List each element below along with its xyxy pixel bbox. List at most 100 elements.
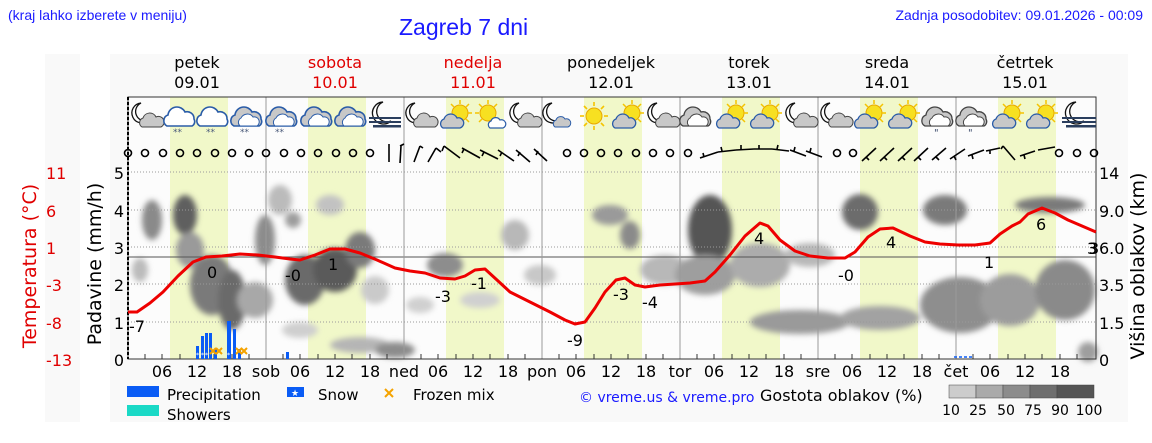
day-headers: petek 09.01 sobota 10.01 nedelja 11.01 pone…	[0, 53, 1152, 93]
svg-text:*: *	[196, 352, 199, 359]
svg-text:18: 18	[774, 362, 794, 381]
moon-cloud-icon	[509, 102, 543, 128]
svg-text:18: 18	[360, 362, 380, 381]
svg-text:4: 4	[114, 202, 124, 221]
temperature-axis-label: Temperatura (°C)	[19, 184, 41, 349]
cloud-height-axis-label: Višina oblakov (km)	[1127, 173, 1149, 360]
legend-showers: Showers	[167, 406, 231, 424]
legend-frozen-mix: Frozen mix	[413, 386, 495, 404]
copyright: © vreme.us & vreme.pro	[579, 390, 754, 406]
svg-text:18: 18	[498, 362, 518, 381]
svg-text:4: 4	[886, 233, 896, 252]
legend-snow: Snow	[318, 386, 358, 404]
legend-precipitation: Precipitation	[167, 386, 261, 404]
svg-text:6: 6	[1036, 215, 1046, 234]
svg-text:**: **	[275, 128, 285, 138]
day-header: nedelja 11.01	[443, 53, 503, 92]
svg-text:18: 18	[1050, 362, 1070, 381]
sun-cloud-icon	[991, 100, 1024, 129]
svg-text:06: 06	[566, 362, 586, 381]
showers-swatch	[127, 405, 159, 416]
svg-text:-4: -4	[642, 293, 658, 312]
sun-cloud-icon	[887, 100, 920, 129]
svg-text:sob: sob	[252, 362, 280, 381]
moon-cloud-icon	[785, 102, 819, 128]
day-dividers	[265, 97, 957, 359]
svg-text:-3: -3	[613, 285, 629, 304]
day-header: torek 13.01	[726, 53, 772, 92]
frozen-mix-markers	[209, 347, 248, 355]
cloud-density-label: Gostota oblakov (%)	[760, 386, 923, 405]
svg-text:14: 14	[1099, 164, 1119, 183]
sun-cloud-icon	[715, 100, 748, 129]
svg-text:1: 1	[46, 239, 56, 258]
day-header: sreda 14.01	[864, 53, 910, 92]
cloud-snow-icon: **	[163, 106, 196, 138]
svg-text:12: 12	[601, 362, 621, 381]
wind-barb-icon	[388, 143, 1056, 164]
svg-text:9.0: 9.0	[1099, 202, 1124, 221]
cloud-drizzle-icon: "	[921, 106, 954, 139]
svg-text:12: 12	[739, 362, 759, 381]
svg-text:06: 06	[980, 362, 1000, 381]
svg-text:18: 18	[636, 362, 656, 381]
svg-text:75: 75	[1024, 403, 1042, 419]
sun-cloud-icon	[611, 100, 644, 129]
svg-text:-7: -7	[129, 317, 145, 336]
svg-text:06: 06	[290, 362, 310, 381]
svg-text:★: ★	[291, 389, 299, 399]
frozen-mix-icon	[384, 388, 394, 398]
svg-text:6.0: 6.0	[1099, 239, 1124, 258]
svg-text:1: 1	[114, 314, 124, 333]
svg-text:11: 11	[46, 164, 66, 183]
svg-text:-0: -0	[838, 266, 854, 285]
moon-fog-icon	[369, 101, 401, 128]
svg-text:100: 100	[1076, 403, 1103, 419]
moon-cloud-icon	[405, 102, 439, 128]
svg-text:-8: -8	[46, 314, 62, 333]
svg-text:12: 12	[463, 362, 483, 381]
svg-text:0: 0	[207, 263, 217, 282]
wind-barbs	[123, 143, 1099, 164]
svg-text:0: 0	[1099, 351, 1109, 370]
svg-text:12: 12	[325, 362, 345, 381]
sun-cloud-icon	[1025, 100, 1058, 129]
svg-text:3.5: 3.5	[1099, 276, 1124, 295]
cloud-icon	[334, 106, 367, 127]
svg-text:": "	[968, 128, 973, 139]
svg-text:-13: -13	[46, 351, 72, 370]
day-header: ponedeljek 12.01	[567, 53, 655, 92]
snow-markers: * * * *	[196, 352, 230, 359]
daylight-bands	[170, 97, 1056, 359]
precipitation-axis-label: Padavine (mm/h)	[84, 183, 106, 346]
svg-text:1: 1	[328, 255, 338, 274]
svg-text:4: 4	[754, 229, 764, 248]
location-hint: (kraj lahko izberete v meniju)	[8, 7, 187, 23]
svg-text:3: 3	[1087, 239, 1097, 258]
day-header: petek 09.01	[174, 53, 220, 92]
snow-swatch	[287, 387, 304, 397]
cloud-snow-icon: **	[230, 106, 263, 138]
cloud-icon	[300, 106, 333, 127]
svg-text:-3: -3	[435, 287, 451, 306]
svg-text:čet: čet	[944, 362, 969, 381]
svg-text:tor: tor	[669, 362, 692, 381]
sun-cloud-icon	[475, 100, 507, 129]
svg-text:**: **	[240, 128, 250, 138]
svg-text:25: 25	[969, 403, 987, 419]
svg-text:12: 12	[187, 362, 207, 381]
sun-cloud-icon	[749, 100, 782, 129]
svg-text:10: 10	[942, 403, 960, 419]
cloud-icon	[679, 106, 712, 127]
sun-cloud-icon	[853, 100, 886, 129]
x-tick-labels: 06 12 18 sob 06 12 18 ned 06 12 18 pon 0…	[152, 362, 1070, 381]
svg-text:06: 06	[428, 362, 448, 381]
svg-text:06: 06	[152, 362, 172, 381]
svg-text:06: 06	[704, 362, 724, 381]
weather-icons-row: ** ** ** **	[131, 100, 1096, 139]
svg-text:0: 0	[114, 351, 124, 370]
svg-text:-9: -9	[567, 331, 583, 350]
svg-text:*: *	[201, 352, 204, 359]
moon-fog-icon	[1062, 101, 1096, 128]
